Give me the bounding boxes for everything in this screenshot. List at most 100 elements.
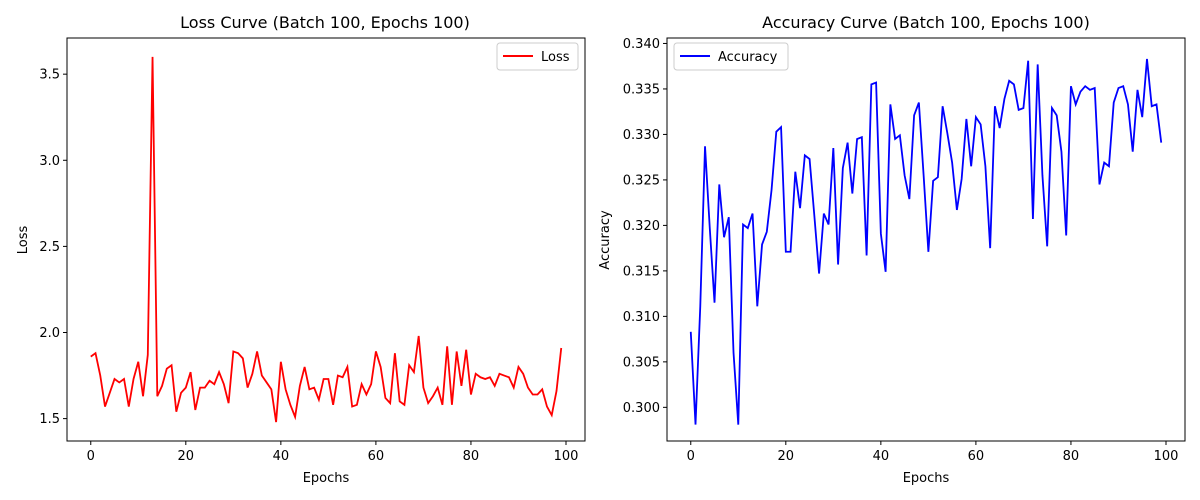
accuracy-y-tick-label: 0.330 xyxy=(623,128,660,143)
loss-x-tick-label: 40 xyxy=(273,449,290,464)
loss-data-point xyxy=(137,361,139,363)
accuracy-data-point xyxy=(1132,151,1134,153)
loss-data-point xyxy=(142,395,144,397)
loss-data-point xyxy=(304,366,306,368)
accuracy-data-point xyxy=(961,178,963,180)
loss-y-tick-label: 3.5 xyxy=(39,68,60,83)
loss-data-point xyxy=(408,364,410,366)
accuracy-data-point xyxy=(1136,89,1138,91)
loss-y-axis-label: Loss xyxy=(16,226,31,255)
loss-y-tick-label: 3.0 xyxy=(39,154,60,169)
accuracy-data-point xyxy=(870,83,872,85)
accuracy-data-point xyxy=(899,134,901,136)
loss-y-tick-label: 1.5 xyxy=(39,412,60,427)
loss-data-point xyxy=(446,345,448,347)
loss-data-point xyxy=(384,397,386,399)
accuracy-data-point xyxy=(733,352,735,354)
loss-data-point xyxy=(175,411,177,413)
loss-plot-area xyxy=(66,37,586,442)
loss-data-point xyxy=(498,373,500,375)
accuracy-data-point xyxy=(804,154,806,156)
loss-data-point xyxy=(389,402,391,404)
accuracy-data-point xyxy=(932,180,934,182)
accuracy-y-tick-label: 0.325 xyxy=(623,173,660,188)
accuracy-data-point xyxy=(1155,103,1157,105)
loss-x-tick-label: 100 xyxy=(554,449,579,464)
accuracy-data-point xyxy=(775,131,777,133)
loss-data-point xyxy=(427,402,429,404)
accuracy-y-axis-label: Accuracy xyxy=(598,210,613,270)
loss-data-point xyxy=(251,373,253,375)
loss-data-point xyxy=(228,402,230,404)
loss-data-point xyxy=(441,404,443,406)
accuracy-data-point xyxy=(1113,102,1115,104)
accuracy-data-point xyxy=(1146,58,1148,60)
accuracy-legend-label: Accuracy xyxy=(718,50,778,65)
accuracy-data-point xyxy=(813,214,815,216)
accuracy-data-point xyxy=(1108,165,1110,167)
accuracy-y-tick-label: 0.300 xyxy=(623,401,660,416)
accuracy-data-point xyxy=(1041,174,1043,176)
loss-data-point xyxy=(256,350,258,352)
loss-x-tick-label: 0 xyxy=(87,449,95,464)
loss-data-point xyxy=(209,380,211,382)
loss-data-point xyxy=(199,387,201,389)
loss-data-point xyxy=(128,406,130,408)
accuracy-y-tick-label: 0.335 xyxy=(623,82,660,97)
loss-data-point xyxy=(213,383,215,385)
accuracy-data-point xyxy=(989,247,991,249)
loss-data-point xyxy=(451,404,453,406)
loss-legend: Loss xyxy=(496,42,579,71)
loss-data-point xyxy=(99,375,101,377)
accuracy-legend: Accuracy xyxy=(673,42,789,71)
accuracy-legend-box xyxy=(673,42,789,71)
accuracy-data-point xyxy=(904,174,906,176)
accuracy-data-point xyxy=(970,165,972,167)
loss-data-point xyxy=(475,373,477,375)
accuracy-data-point xyxy=(880,233,882,235)
accuracy-data-point xyxy=(1046,245,1048,247)
accuracy-data-point xyxy=(828,223,830,225)
loss-data-point xyxy=(532,394,534,396)
accuracy-data-point xyxy=(1117,87,1119,89)
accuracy-data-point xyxy=(1022,107,1024,109)
accuracy-data-point xyxy=(780,126,782,128)
accuracy-data-point xyxy=(956,209,958,211)
accuracy-data-point xyxy=(1160,142,1162,144)
accuracy-data-point xyxy=(1151,105,1153,107)
accuracy-data-point xyxy=(980,123,982,125)
accuracy-data-point xyxy=(1056,114,1058,116)
accuracy-data-point xyxy=(918,102,920,104)
accuracy-data-point xyxy=(809,158,811,160)
loss-x-tick-label: 80 xyxy=(463,449,480,464)
accuracy-data-point xyxy=(690,331,692,333)
accuracy-data-point xyxy=(761,244,763,246)
accuracy-series-line xyxy=(689,58,1163,425)
accuracy-data-point xyxy=(847,142,849,144)
loss-data-point xyxy=(465,349,467,351)
accuracy-x-tick-label: 0 xyxy=(687,449,695,464)
loss-data-point xyxy=(171,364,173,366)
accuracy-data-point xyxy=(946,133,948,135)
accuracy-data-point xyxy=(747,227,749,229)
accuracy-data-point xyxy=(994,105,996,107)
accuracy-data-point xyxy=(851,193,853,195)
loss-data-point xyxy=(489,376,491,378)
loss-data-point xyxy=(380,366,382,368)
loss-data-point xyxy=(194,409,196,411)
loss-data-point xyxy=(541,388,543,390)
loss-data-point xyxy=(460,385,462,387)
loss-data-point xyxy=(342,376,344,378)
accuracy-data-point xyxy=(1089,89,1091,91)
loss-data-point xyxy=(484,378,486,380)
loss-data-point xyxy=(90,356,92,358)
accuracy-data-point xyxy=(704,145,706,147)
accuracy-data-point xyxy=(885,271,887,273)
accuracy-data-point xyxy=(832,147,834,149)
accuracy-data-point xyxy=(842,167,844,169)
accuracy-y-tick-label: 0.315 xyxy=(623,264,660,279)
loss-x-axis-label: Epochs xyxy=(303,471,350,486)
accuracy-data-point xyxy=(937,176,939,178)
accuracy-data-point xyxy=(1127,103,1129,105)
loss-data-point xyxy=(346,366,348,368)
